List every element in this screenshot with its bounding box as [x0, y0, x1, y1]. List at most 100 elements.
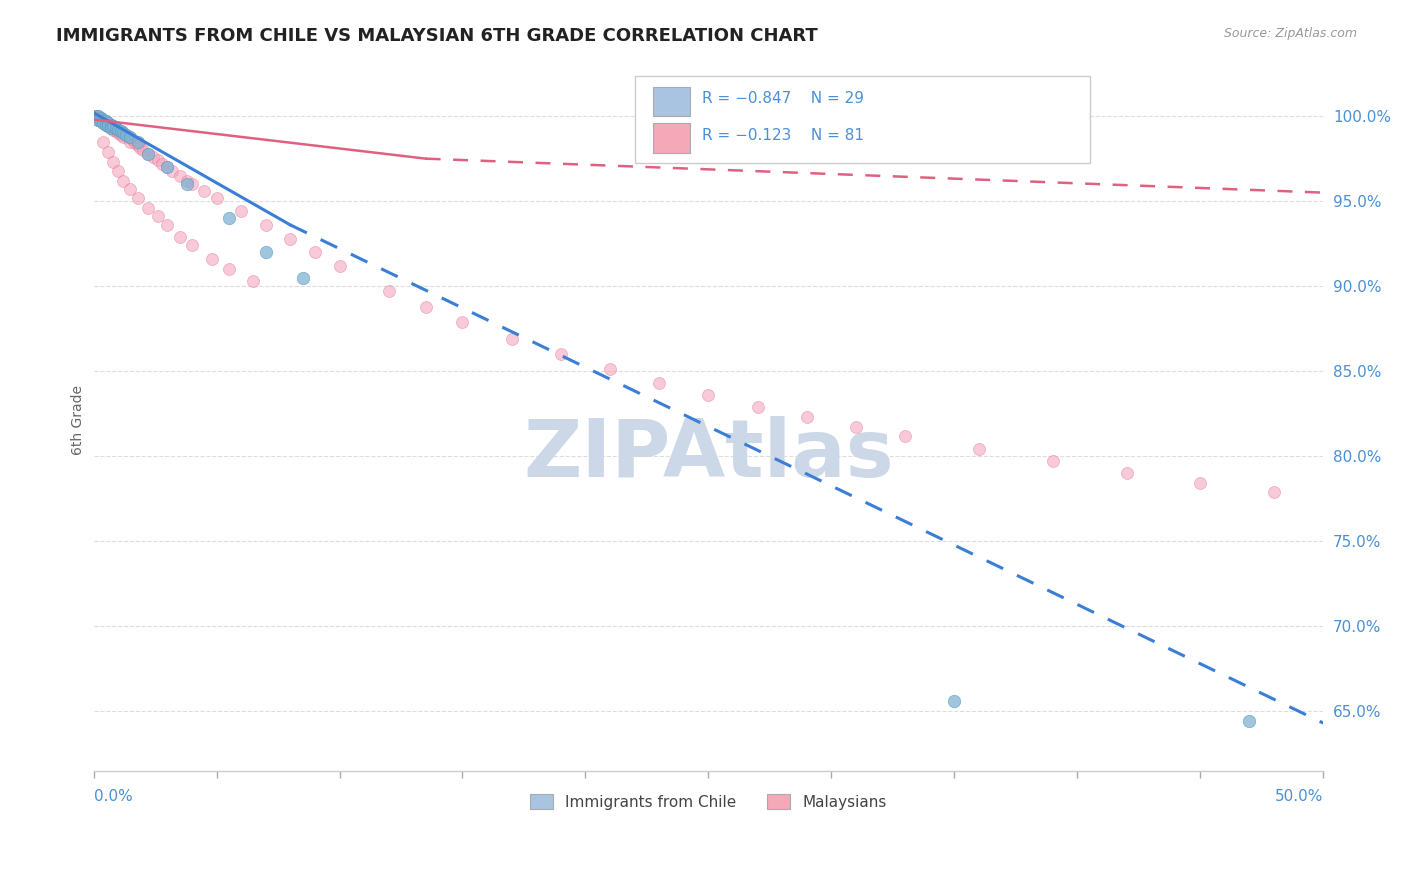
Point — [94, 114, 117, 128]
Point — [107, 163, 129, 178]
Text: ZIPAtlas: ZIPAtlas — [523, 416, 894, 493]
Point — [93, 112, 115, 127]
Point — [127, 138, 149, 153]
Point — [254, 218, 277, 232]
Point — [87, 109, 110, 123]
Point — [103, 120, 125, 134]
Point — [136, 201, 159, 215]
Point — [112, 129, 135, 144]
Point — [747, 400, 769, 414]
Point — [84, 111, 107, 125]
Text: Source: ZipAtlas.com: Source: ZipAtlas.com — [1223, 27, 1357, 40]
Point — [107, 126, 129, 140]
FancyBboxPatch shape — [654, 123, 690, 153]
Point — [218, 262, 240, 277]
Point — [110, 124, 132, 138]
Point — [291, 270, 314, 285]
Text: R = −0.847    N = 29: R = −0.847 N = 29 — [702, 91, 865, 106]
Point — [120, 131, 142, 145]
Point — [231, 204, 253, 219]
Point — [87, 112, 110, 127]
Point — [1239, 714, 1261, 729]
Point — [218, 211, 240, 226]
Point — [550, 347, 572, 361]
Point — [103, 120, 125, 134]
Point — [93, 135, 115, 149]
Point — [120, 129, 142, 144]
Point — [176, 177, 198, 191]
Point — [967, 442, 990, 457]
Point — [156, 160, 179, 174]
Point — [152, 157, 174, 171]
Point — [120, 182, 142, 196]
Point — [100, 121, 122, 136]
Point — [124, 136, 146, 151]
Point — [90, 114, 112, 128]
FancyBboxPatch shape — [654, 87, 690, 116]
Point — [242, 274, 264, 288]
Point — [894, 429, 917, 443]
Point — [796, 410, 818, 425]
Point — [501, 332, 523, 346]
Point — [104, 124, 127, 138]
Text: IMMIGRANTS FROM CHILE VS MALAYSIAN 6TH GRADE CORRELATION CHART: IMMIGRANTS FROM CHILE VS MALAYSIAN 6TH G… — [56, 27, 818, 45]
Point — [103, 155, 125, 169]
Point — [176, 174, 198, 188]
Point — [304, 245, 326, 260]
Point — [599, 362, 621, 376]
Point — [97, 116, 120, 130]
Y-axis label: 6th Grade: 6th Grade — [72, 384, 86, 455]
Point — [122, 133, 145, 147]
Point — [97, 120, 120, 134]
Text: R = −0.123    N = 81: R = −0.123 N = 81 — [702, 128, 865, 143]
Point — [104, 121, 127, 136]
Point — [87, 112, 110, 127]
Point — [90, 111, 112, 125]
Point — [136, 146, 159, 161]
Point — [103, 122, 125, 136]
Point — [1042, 454, 1064, 468]
Point — [377, 285, 399, 299]
Point — [127, 135, 149, 149]
Point — [146, 210, 169, 224]
Point — [415, 300, 437, 314]
Point — [107, 122, 129, 136]
Point — [278, 231, 301, 245]
Point — [94, 114, 117, 128]
Point — [169, 230, 191, 244]
Legend: Immigrants from Chile, Malaysians: Immigrants from Chile, Malaysians — [524, 788, 893, 815]
Point — [181, 238, 204, 252]
Point — [162, 163, 184, 178]
Point — [127, 191, 149, 205]
Point — [97, 116, 120, 130]
Point — [87, 109, 110, 123]
Point — [943, 694, 966, 708]
Point — [114, 128, 136, 142]
Point — [112, 126, 135, 140]
Point — [84, 109, 107, 123]
Point — [845, 420, 868, 434]
Point — [156, 160, 179, 174]
Point — [93, 112, 115, 127]
Point — [1115, 466, 1137, 480]
Point — [451, 315, 474, 329]
Point — [112, 174, 135, 188]
Point — [193, 184, 215, 198]
FancyBboxPatch shape — [634, 76, 1090, 163]
Point — [110, 124, 132, 138]
Point — [94, 118, 117, 132]
Point — [114, 128, 136, 142]
Point — [100, 118, 122, 132]
Point — [94, 118, 117, 132]
Point — [1189, 476, 1212, 491]
Point — [1263, 484, 1285, 499]
Point — [110, 128, 132, 142]
Point — [90, 111, 112, 125]
Point — [328, 259, 350, 273]
Point — [697, 388, 720, 402]
Point — [181, 177, 204, 191]
Point — [120, 135, 142, 149]
Point — [169, 169, 191, 183]
Point — [107, 122, 129, 136]
Point — [132, 143, 155, 157]
